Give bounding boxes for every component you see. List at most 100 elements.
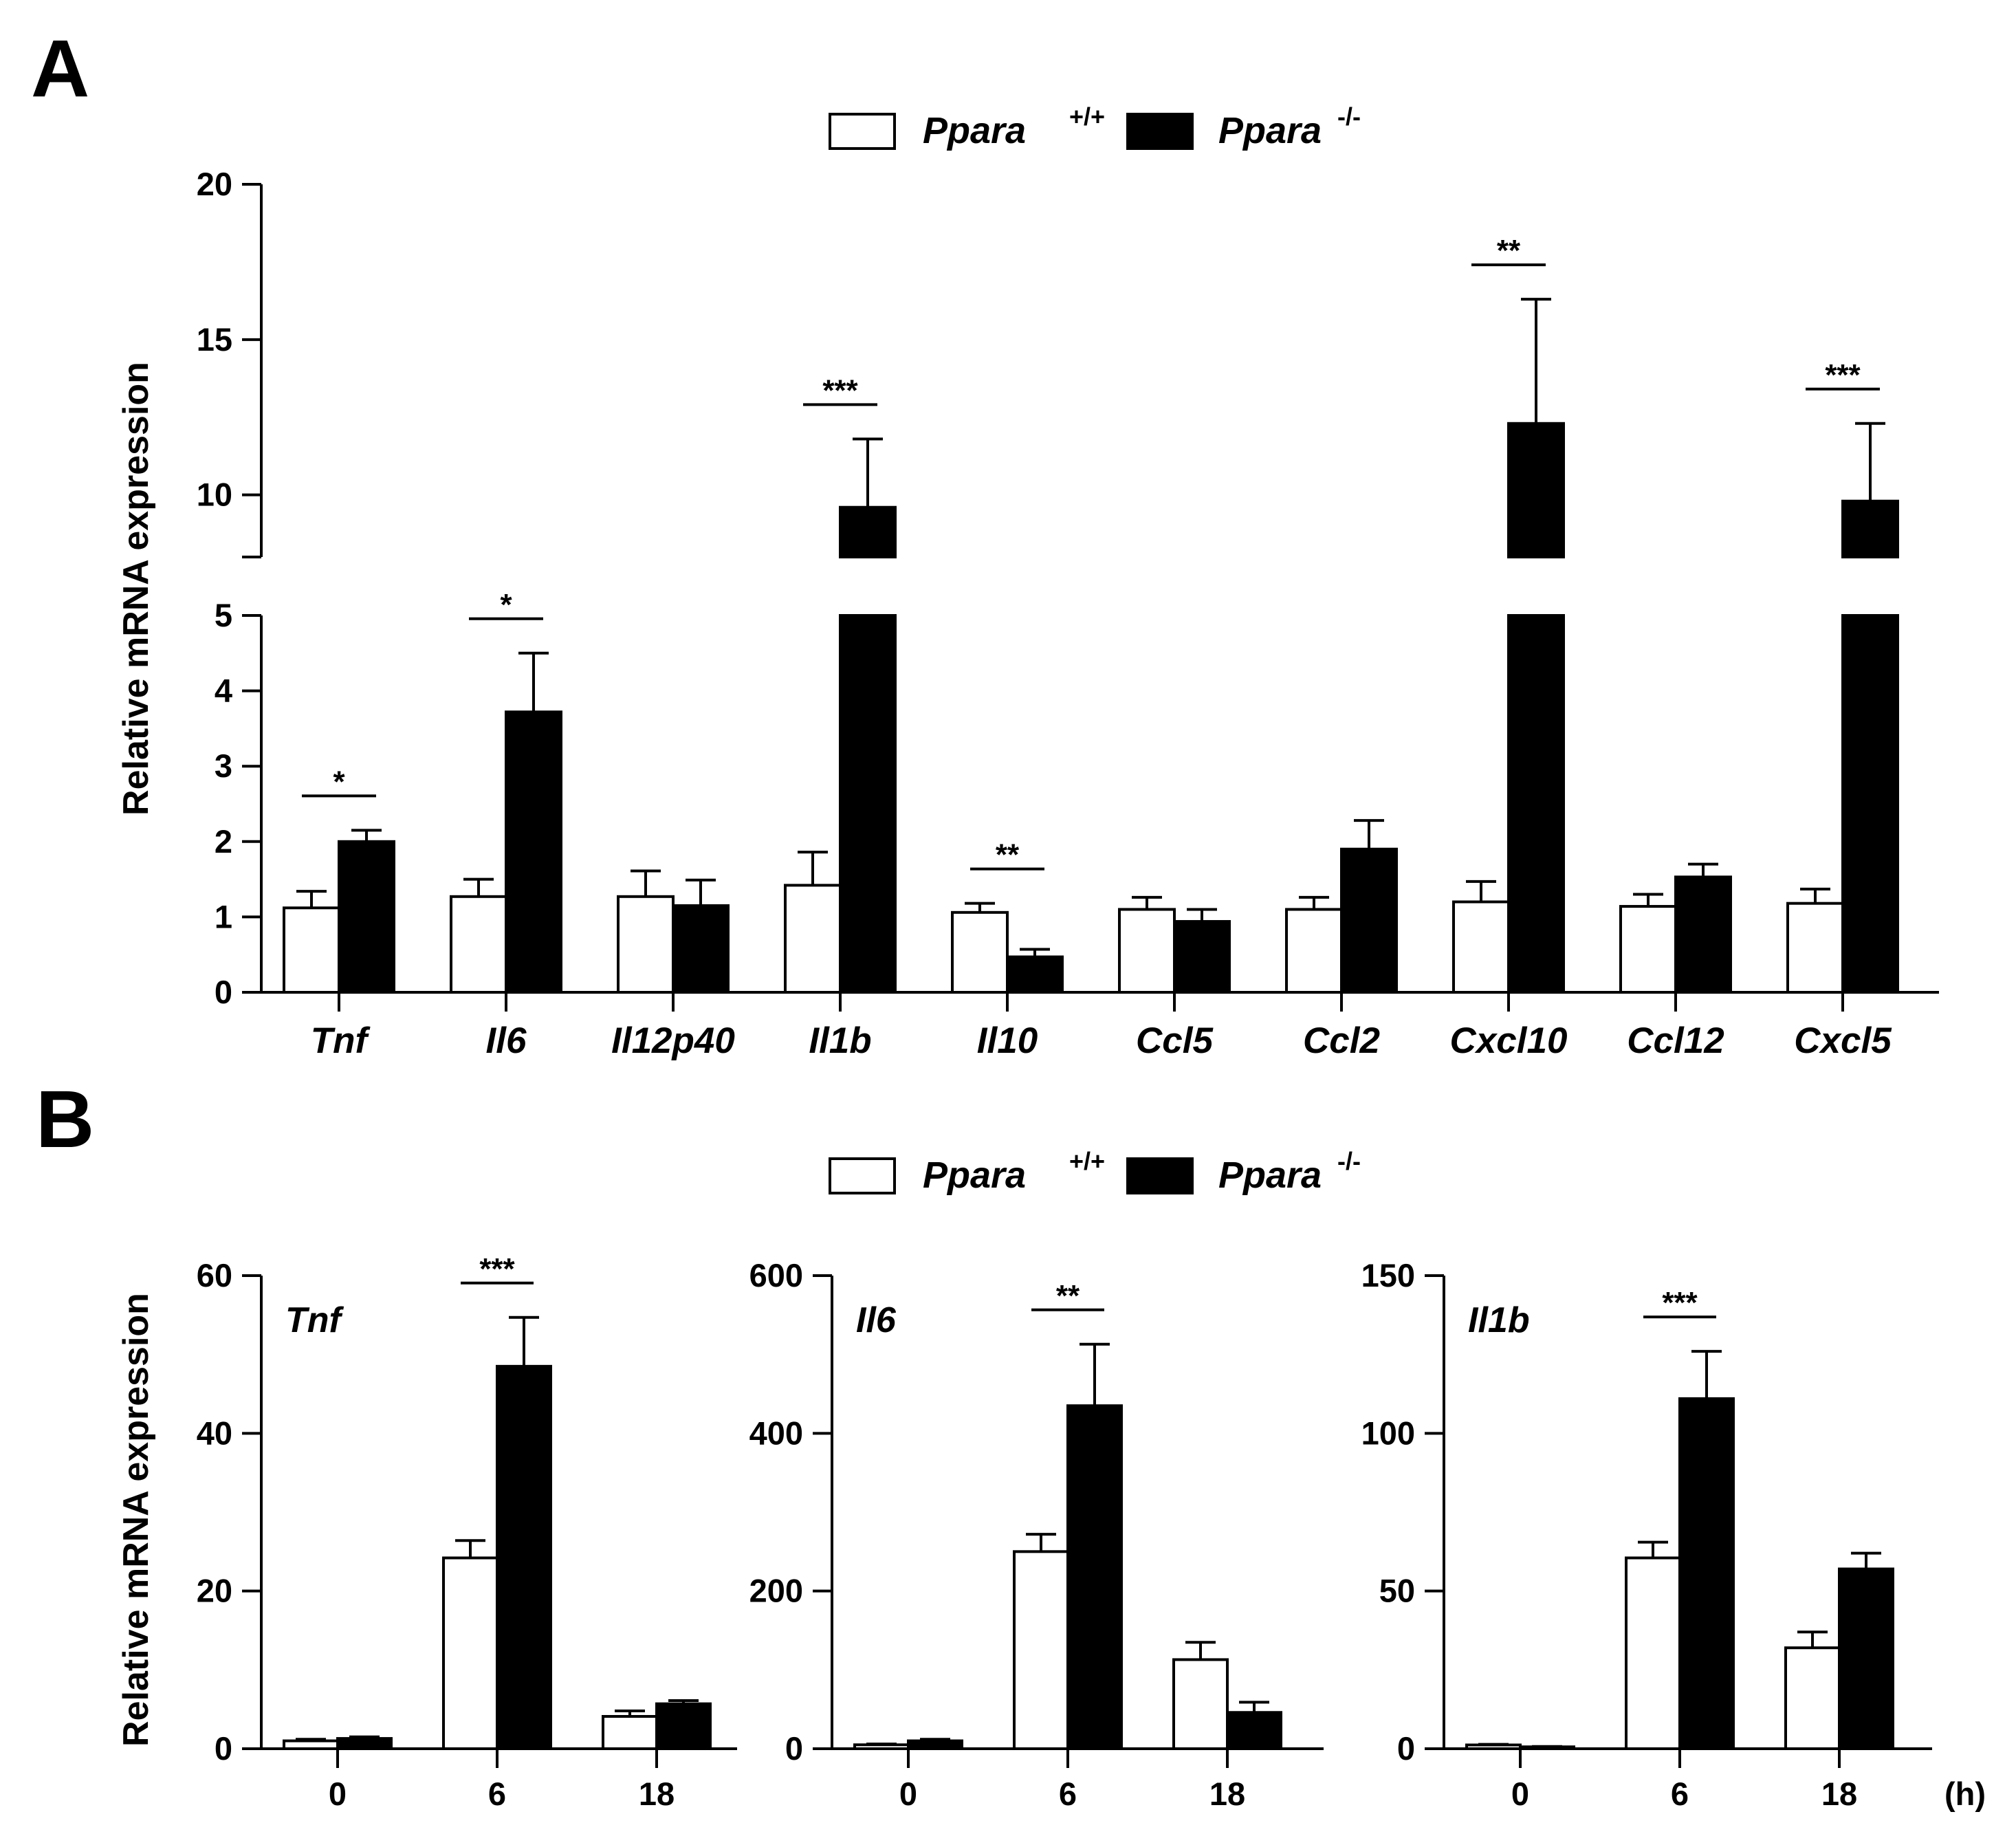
bar-wt-ccl5 [1118, 908, 1176, 994]
bar-wt-il12p40 [617, 895, 675, 994]
x-tick-label-cxcl10: Cxcl10 [1450, 1020, 1568, 1061]
y-tick-label-600: 600 [749, 1257, 803, 1293]
subplot-il1b: 0 50 100 150 Il1b 0 6 18 *** [1361, 1257, 1932, 1812]
chart-b: Ppara +/+ Ppara -/- Relative mRNA expression… [116, 1147, 1986, 1812]
bar-wt-cxcl10 [1452, 900, 1510, 994]
bar-ko-6h [496, 1364, 552, 1751]
gene-label: Il1b [1468, 1300, 1530, 1340]
y-tick-label-1: 1 [215, 898, 232, 935]
y-tick-label-0: 0 [215, 1730, 232, 1767]
bar-ko-tnf [338, 840, 395, 994]
x-tick-label-il6: Il6 [486, 1020, 527, 1061]
legend-label-1: Ppara [1218, 110, 1322, 151]
bar-ko-il10 [1006, 955, 1064, 994]
bar-wt-0h [853, 1743, 910, 1750]
bar-wt-6h [442, 1556, 498, 1750]
significance-tnf: * [333, 765, 345, 798]
bar-ko-cxcl10-lower [1507, 614, 1565, 994]
bar-wt-6h [1625, 1556, 1681, 1750]
y-tick-label-3: 3 [215, 747, 232, 784]
legend-sup-0: +/+ [1069, 1147, 1105, 1175]
x-tick-label-il10: Il10 [977, 1020, 1038, 1061]
y-tick-label-5: 5 [215, 597, 232, 633]
y-tick-label-15: 15 [197, 321, 232, 358]
bar-wt-0h [1465, 1743, 1522, 1751]
legend-swatch-0 [829, 1157, 896, 1194]
bar-ko-ccl12 [1674, 875, 1732, 994]
significance-il1b: *** [822, 373, 858, 407]
bar-ko-il12p40 [672, 904, 730, 994]
bar-ko-cxcl5-upper [1841, 499, 1899, 559]
y-tick-label-4: 4 [215, 673, 232, 709]
legend-swatch-1 [1126, 1157, 1194, 1194]
legend-label-1: Ppara [1218, 1155, 1322, 1196]
bar-wt-il6 [450, 895, 507, 994]
subplot-il6: 0 200 400 600 Il6 0 6 18 ** [749, 1257, 1324, 1812]
x-tick-label-18: 18 [1209, 1776, 1245, 1812]
y-tick-label-2: 2 [215, 823, 232, 860]
bar-ko-18h [1838, 1567, 1894, 1751]
chart-a: Ppara +/+ Ppara -/- 0 1 2 3 4 5 10 15 20 Relative mRN… [116, 102, 1939, 1061]
bar-wt-18h [1172, 1658, 1229, 1751]
legend-sup-1: -/- [1337, 102, 1361, 131]
y-tick-label-50: 50 [1379, 1573, 1415, 1609]
y-tick-label-20: 20 [197, 166, 232, 202]
bar-ko-cxcl10-upper [1507, 422, 1565, 558]
legend-swatch-0 [829, 113, 896, 150]
bar-ko-il6 [505, 710, 562, 994]
bar-wt-tnf [283, 906, 340, 994]
bar-ko-ccl2 [1340, 847, 1398, 994]
y-tick-label-10: 10 [197, 477, 232, 513]
bar-ko-0h [907, 1739, 963, 1751]
x-tick-label-tnf: Tnf [311, 1020, 371, 1061]
bar-ko-il1b-lower [839, 614, 897, 994]
y-tick-label-150: 150 [1361, 1257, 1415, 1293]
x-tick-label-0: 0 [1511, 1776, 1529, 1812]
y-tick-label-400: 400 [749, 1415, 803, 1451]
legend-label-0: Ppara [923, 110, 1026, 151]
y-tick-label-100: 100 [1361, 1415, 1415, 1451]
bar-ko-cxcl5-lower [1841, 614, 1899, 994]
bar-wt-18h [1784, 1646, 1841, 1750]
significance-6h: ** [1056, 1279, 1080, 1313]
bar-wt-il1b [784, 884, 842, 994]
y-axis-label-b: Relative mRNA expression [116, 1293, 156, 1747]
bar-wt-6h [1013, 1550, 1069, 1750]
y-tick-label-40: 40 [197, 1415, 232, 1451]
significance-cxcl10: ** [1497, 234, 1521, 268]
x-tick-label-0: 0 [899, 1776, 917, 1812]
x-tick-label-6: 6 [1059, 1776, 1077, 1812]
gene-label: Tnf [285, 1300, 344, 1340]
bar-wt-cxcl5 [1786, 902, 1844, 994]
legend-label-0: Ppara [923, 1155, 1026, 1196]
y-tick-label-200: 200 [749, 1573, 803, 1609]
y-tick-label-0: 0 [1397, 1730, 1415, 1767]
x-tick-label-18: 18 [1821, 1776, 1857, 1812]
bar-ko-18h [655, 1702, 712, 1750]
x-tick-label-6: 6 [488, 1776, 506, 1812]
x-tick-label-6: 6 [1671, 1776, 1689, 1812]
bar-ko-18h [1226, 1711, 1282, 1751]
y-tick-label-0: 0 [785, 1730, 803, 1767]
x-tick-label-ccl5: Ccl5 [1136, 1020, 1214, 1061]
panel-label-a: A [31, 23, 89, 114]
significance-6h: *** [1662, 1286, 1698, 1320]
x-tick-label-ccl2: Ccl2 [1303, 1020, 1380, 1061]
x-unit-label: (h) [1944, 1776, 1986, 1812]
x-tick-label-ccl12: Ccl12 [1627, 1020, 1724, 1061]
panel-label-b: B [36, 1074, 94, 1165]
legend-sup-0: +/+ [1069, 102, 1105, 131]
y-tick-label-20: 20 [197, 1573, 232, 1609]
x-tick-label-il12p40: Il12p40 [611, 1020, 735, 1061]
significance-6h: *** [479, 1252, 515, 1286]
bar-ko-il1b-upper [839, 505, 897, 559]
legend-sup-1: -/- [1337, 1147, 1361, 1175]
bar-ko-6h [1066, 1404, 1123, 1750]
subplot-tnf: 0 20 40 60 Tnf 0 6 18 *** [197, 1252, 737, 1812]
x-tick-label-cxcl5: Cxcl5 [1794, 1020, 1892, 1061]
x-tick-label-il1b: Il1b [809, 1020, 871, 1061]
x-tick-label-0: 0 [329, 1776, 347, 1812]
bar-wt-ccl2 [1285, 908, 1343, 994]
legend-swatch-1 [1126, 113, 1194, 150]
